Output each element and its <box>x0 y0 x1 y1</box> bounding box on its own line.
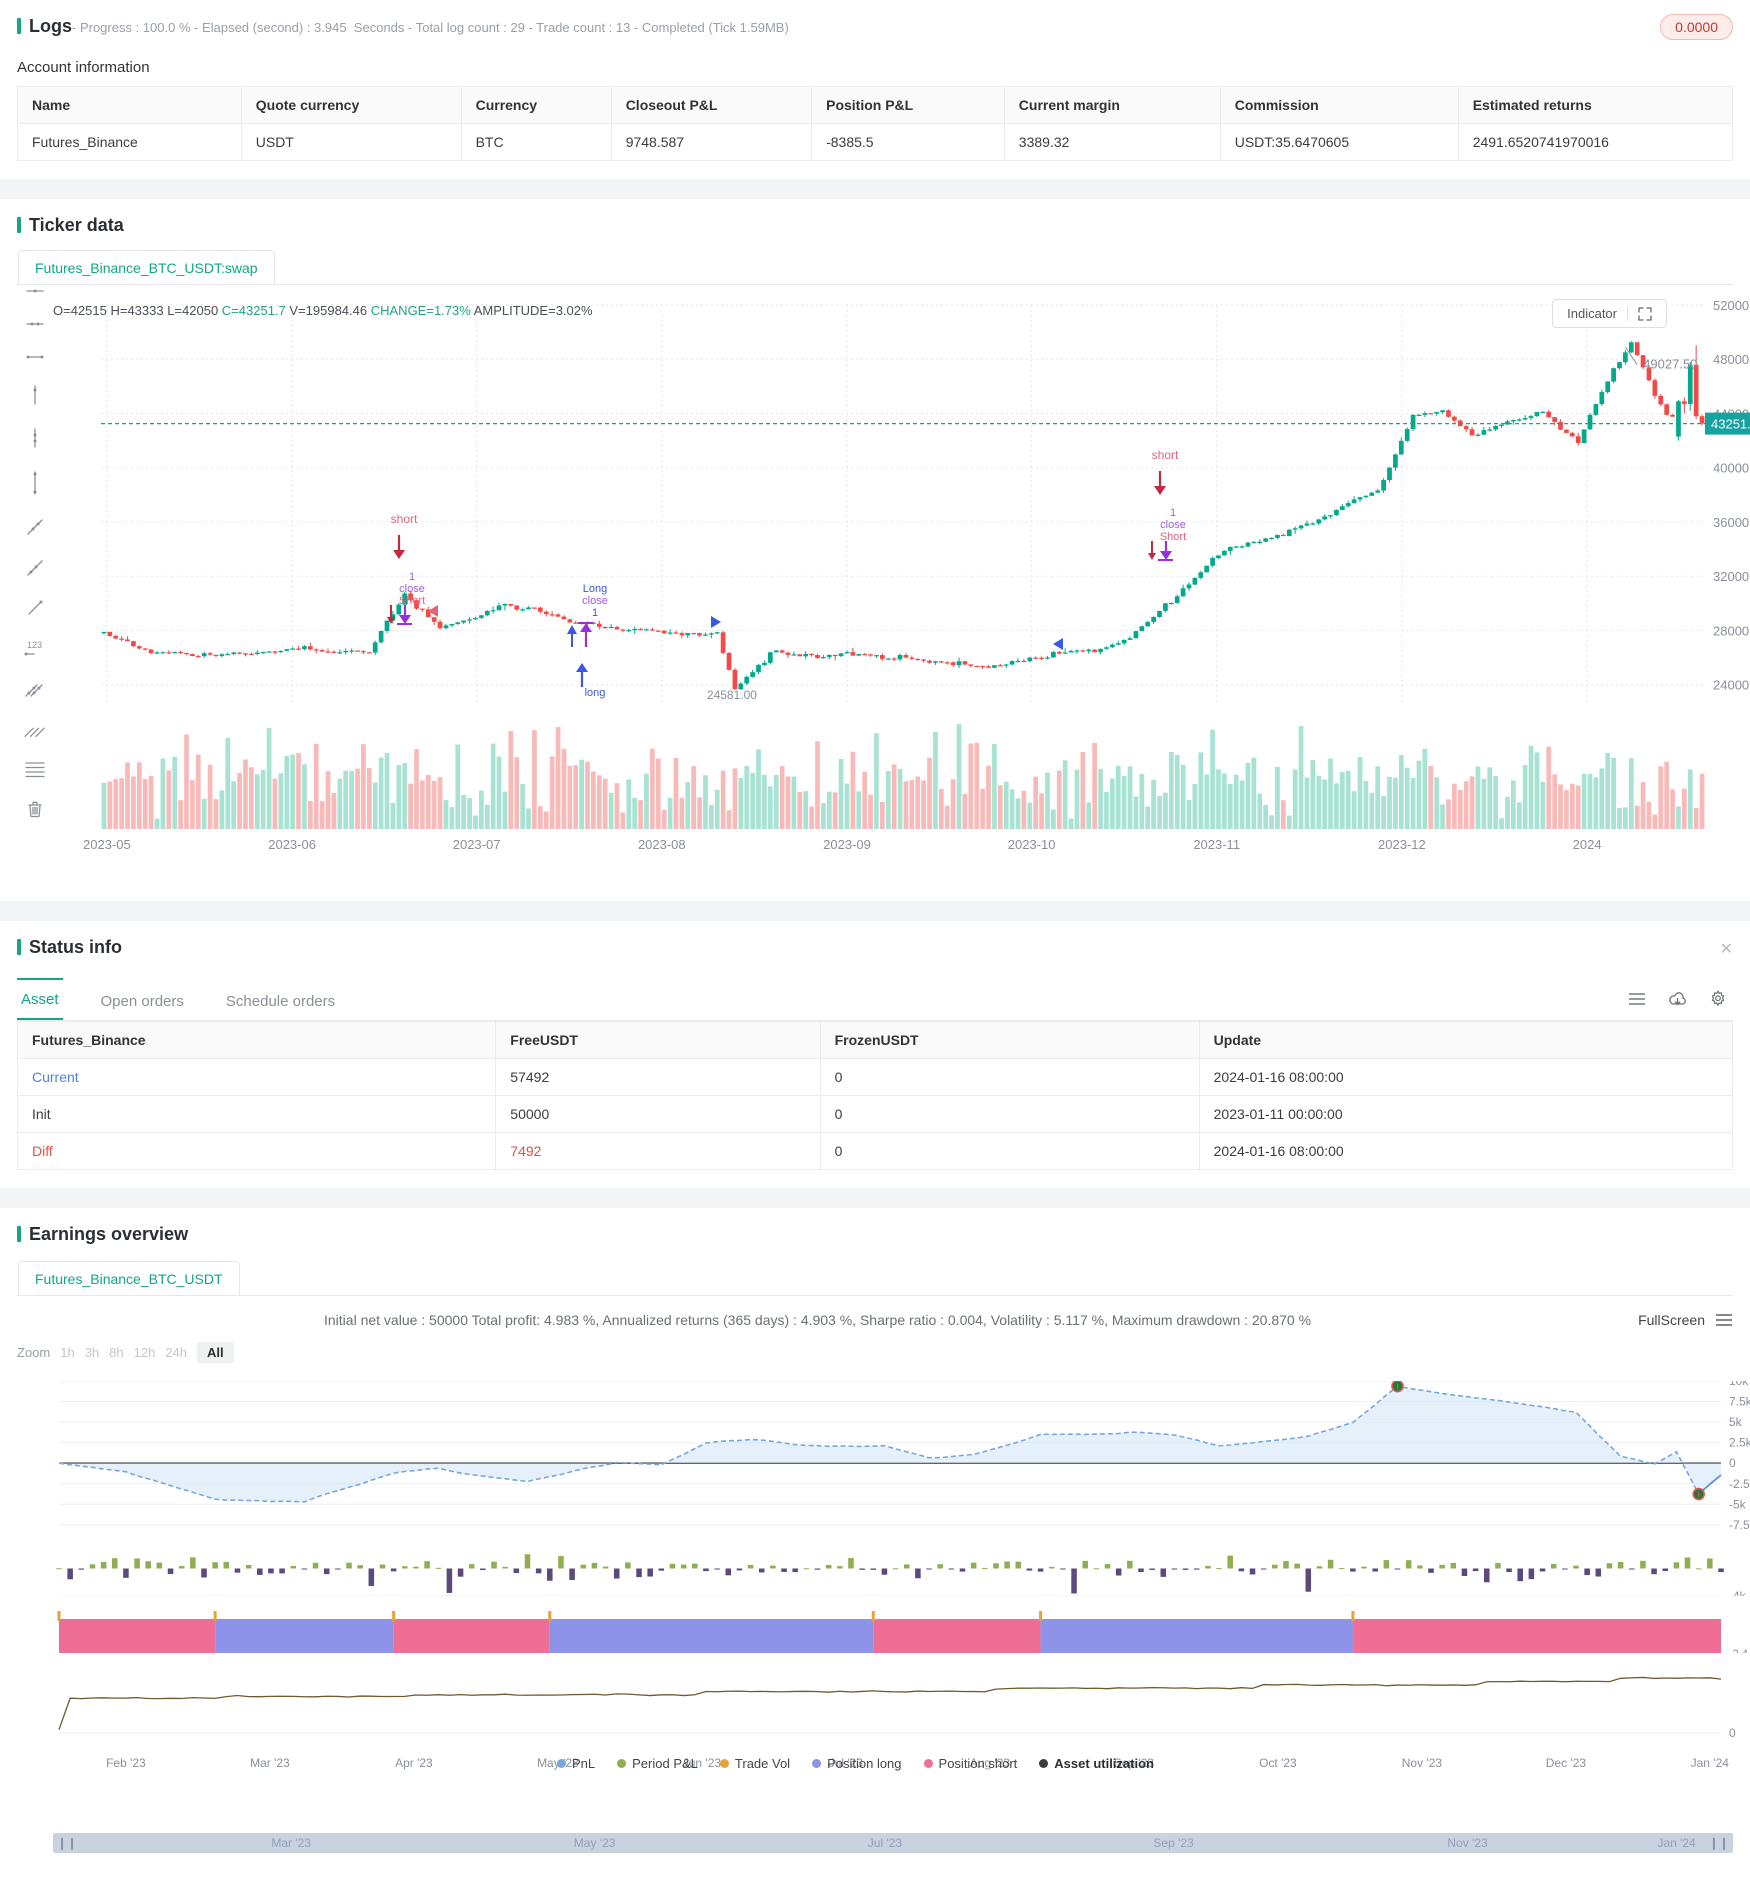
svg-text:32000.00: 32000.00 <box>1713 569 1750 584</box>
svg-text:40000.00: 40000.00 <box>1713 461 1750 476</box>
svg-text:52000.00: 52000.00 <box>1713 298 1750 313</box>
svg-text:7.5k: 7.5k <box>1729 1395 1750 1409</box>
svg-text:Feb '23: Feb '23 <box>106 1756 146 1770</box>
svg-text:2023-06: 2023-06 <box>268 837 316 852</box>
svg-text:2023-09: 2023-09 <box>823 837 871 852</box>
svg-text:10k: 10k <box>1729 1381 1749 1388</box>
svg-text:Nov '23: Nov '23 <box>1402 1756 1443 1770</box>
svg-text:-5k: -5k <box>1729 1497 1747 1511</box>
svg-text:2024: 2024 <box>1573 837 1602 852</box>
svg-text:2.5k: 2.5k <box>1729 1436 1750 1450</box>
svg-text:123: 123 <box>27 640 42 650</box>
svg-text:Apr '23: Apr '23 <box>395 1756 433 1770</box>
svg-text:2023-07: 2023-07 <box>453 837 501 852</box>
svg-text:Dec '23: Dec '23 <box>1546 1756 1587 1770</box>
svg-text:2023-08: 2023-08 <box>638 837 686 852</box>
svg-text:24000.00: 24000.00 <box>1713 678 1750 693</box>
svg-text:-2.5k: -2.5k <box>1729 1477 1750 1491</box>
svg-text:-4k: -4k <box>1729 1589 1747 1596</box>
svg-text:-2.4: -2.4 <box>1729 1648 1748 1653</box>
svg-text:2023-11: 2023-11 <box>1193 837 1240 852</box>
svg-text:2023-12: 2023-12 <box>1378 837 1426 852</box>
svg-text:0: 0 <box>1729 1726 1736 1740</box>
svg-text:24581.00: 24581.00 <box>707 688 757 702</box>
svg-text:5k: 5k <box>1729 1415 1743 1429</box>
svg-text:43251.70: 43251.70 <box>1711 417 1750 432</box>
svg-text:-7.5k: -7.5k <box>1729 1518 1750 1531</box>
svg-text:Mar '23: Mar '23 <box>250 1756 290 1770</box>
svg-text:Jan '24: Jan '24 <box>1691 1756 1730 1770</box>
svg-text:48000.00: 48000.00 <box>1713 352 1750 367</box>
svg-text:2023-05: 2023-05 <box>83 837 131 852</box>
svg-text:36000.00: 36000.00 <box>1713 515 1750 530</box>
svg-text:Oct '23: Oct '23 <box>1259 1756 1297 1770</box>
svg-text:49027.50: 49027.50 <box>1643 357 1697 372</box>
svg-text:2023-10: 2023-10 <box>1008 837 1056 852</box>
svg-text:28000.00: 28000.00 <box>1713 623 1750 638</box>
svg-text:0: 0 <box>1729 1456 1736 1470</box>
